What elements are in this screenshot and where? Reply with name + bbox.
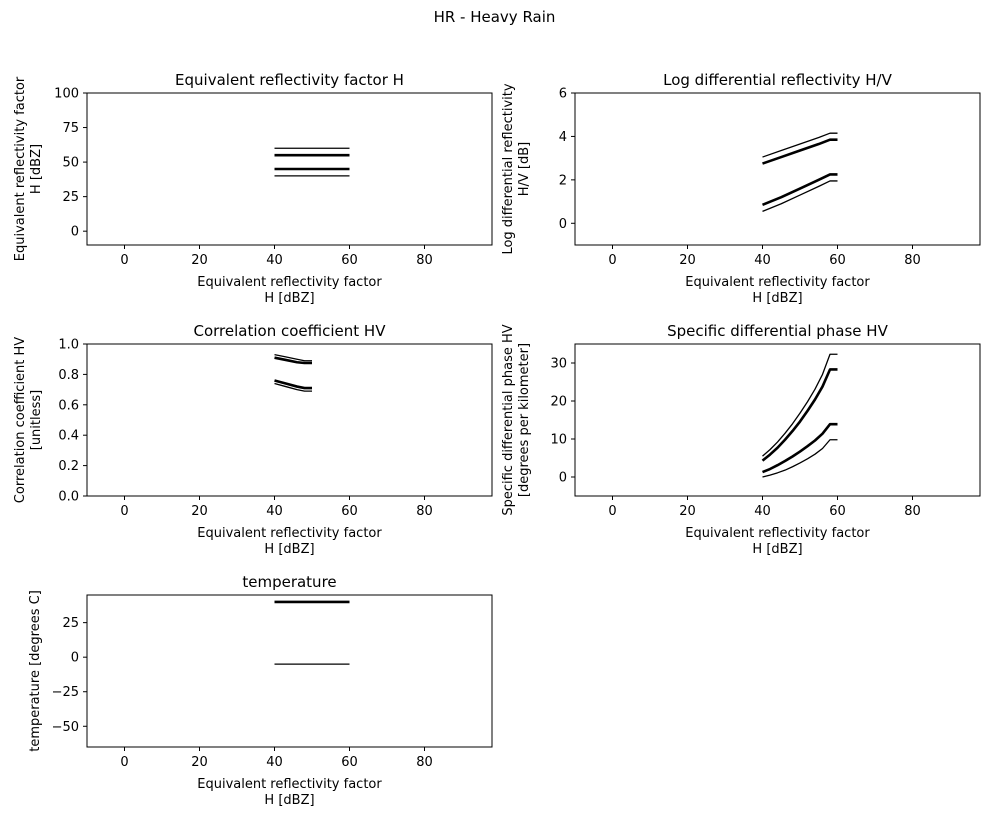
x-tick-label: 60 [341, 504, 358, 519]
x-tick-label: 20 [679, 253, 696, 268]
y-tick-label: 50 [62, 156, 79, 171]
y-axis-label: H [dBZ] [29, 144, 44, 194]
x-tick-label: 60 [829, 504, 846, 519]
x-tick-label: 0 [120, 504, 128, 519]
y-axis-label: Log differential reflectivity [501, 83, 516, 254]
chart-panel-5: temperature 0 20 40 60 80 −50 −25 0 25 Equivalent … [28, 573, 493, 808]
series-line-2 [761, 368, 838, 462]
series-line-4 [762, 180, 838, 212]
series-line-3 [762, 422, 838, 474]
axes-frame [574, 343, 981, 497]
x-axis-label: Equivalent reflectivity factor [197, 275, 382, 290]
x-tick-label: 20 [191, 253, 208, 268]
x-tick-label: 40 [754, 504, 771, 519]
x-tick-label: 80 [416, 253, 433, 268]
y-tick-label: 0 [71, 651, 79, 666]
x-tick-label: 60 [829, 253, 846, 268]
x-tick-label: 80 [904, 253, 921, 268]
y-tick-label: 2 [559, 173, 567, 188]
y-axis-label: [unitless] [29, 390, 44, 451]
x-axis-label: H [dBZ] [264, 542, 314, 557]
x-axis-label: H [dBZ] [264, 291, 314, 306]
series-line-1 [762, 353, 838, 457]
y-tick-label: 0 [71, 225, 79, 240]
x-axis-label: Equivalent reflectivity factor [197, 526, 382, 541]
x-axis-label: H [dBZ] [752, 291, 802, 306]
series-line-2 [274, 356, 312, 365]
series-line-4 [762, 439, 838, 478]
y-tick-label: −25 [52, 685, 79, 700]
x-tick-label: 80 [904, 504, 921, 519]
series-line-4 [274, 382, 312, 392]
chart-panel-4: Specific differential phase HV 0 20 40 60 80 0… [501, 322, 981, 557]
x-tick-label: 0 [608, 504, 616, 519]
series-line-1 [274, 354, 312, 362]
chart-panel-1: Equivalent reflectivity factor H 0 20 40 60 8… [13, 71, 493, 306]
y-tick-label: 100 [54, 87, 79, 102]
x-tick-label: 80 [416, 504, 433, 519]
y-tick-label: 25 [62, 616, 79, 631]
axes-frame [86, 92, 493, 246]
y-tick-label: 75 [62, 121, 79, 136]
x-tick-label: 40 [754, 253, 771, 268]
x-tick-label: 80 [416, 755, 433, 770]
x-tick-label: 60 [341, 755, 358, 770]
y-tick-label: 0 [559, 217, 567, 232]
series-line-1 [762, 132, 838, 158]
chart-title: Specific differential phase HV [667, 322, 888, 340]
chart-title: temperature [242, 573, 336, 591]
y-tick-label: 1.0 [58, 338, 79, 353]
x-tick-label: 0 [120, 755, 128, 770]
x-tick-label: 40 [266, 504, 283, 519]
y-axis-label: H/V [dB] [517, 142, 532, 197]
y-tick-label: 30 [550, 357, 567, 372]
axes-frame [86, 343, 493, 497]
y-tick-label: −50 [52, 720, 79, 735]
y-tick-label: 4 [559, 130, 567, 145]
x-axis-label: Equivalent reflectivity factor [685, 526, 870, 541]
figure-suptitle: HR - Heavy Rain [434, 8, 556, 26]
chart-panel-2: Log differential reflectivity H/V0 20 40 60… [501, 71, 981, 306]
chart-panels: Equivalent reflectivity factor H0 20 40 60 8… [13, 71, 981, 808]
y-tick-label: 0.6 [58, 398, 79, 413]
y-axis-label: Correlation coefficient HV [13, 337, 28, 503]
chart-title: Log differential reflectivity H/V [663, 71, 893, 89]
series-line-3 [274, 379, 312, 390]
y-axis-label: Specific differential phase HV [501, 324, 516, 515]
y-tick-label: 0.8 [58, 368, 79, 383]
y-tick-label: 0.0 [58, 490, 79, 505]
series-line-3 [762, 173, 838, 207]
x-axis-label: Equivalent reflectivity factor [197, 777, 382, 792]
x-axis-label: H [dBZ] [264, 793, 314, 808]
x-tick-label: 0 [120, 253, 128, 268]
y-tick-label: 0.2 [58, 459, 79, 474]
chart-title: Equivalent reflectivity factor H [175, 71, 404, 89]
chart-title: Correlation coefficient HV [194, 322, 387, 340]
x-tick-label: 60 [341, 253, 358, 268]
y-axis-label: Equivalent reflectivity factor [13, 76, 28, 261]
x-axis-label: H [dBZ] [752, 542, 802, 557]
y-axis-label: [degrees per kilometer] [517, 343, 532, 497]
x-tick-label: 40 [266, 253, 283, 268]
x-tick-label: 20 [191, 504, 208, 519]
y-tick-label: 25 [62, 190, 79, 205]
y-axis-label: temperature [degrees C] [28, 590, 43, 752]
x-tick-label: 20 [191, 755, 208, 770]
y-tick-label: 0 [559, 471, 567, 486]
y-tick-label: 10 [550, 433, 567, 448]
axes-frame [574, 92, 981, 246]
y-tick-label: 6 [559, 87, 567, 102]
axes-frame [86, 594, 493, 748]
x-tick-label: 20 [679, 504, 696, 519]
chart-panel-3: Correlation coefficient HV 0 20 40 60 80 0.0 0.… [13, 322, 493, 557]
y-tick-label: 20 [550, 395, 567, 410]
series-line-2 [762, 138, 838, 165]
x-axis-label: Equivalent reflectivity factor [685, 275, 870, 290]
y-tick-label: 0.4 [58, 429, 79, 444]
x-tick-label: 40 [266, 755, 283, 770]
x-tick-label: 0 [608, 253, 616, 268]
